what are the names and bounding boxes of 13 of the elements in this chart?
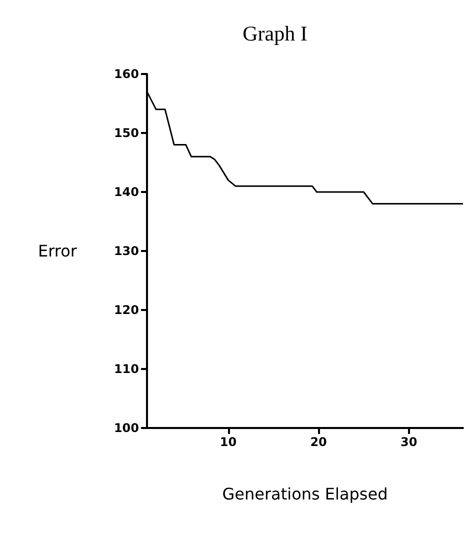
x-tick-label: 20 bbox=[310, 435, 327, 449]
x-tick-label: 30 bbox=[400, 435, 418, 449]
y-tick-label: 110 bbox=[114, 362, 139, 376]
y-tick-label: 150 bbox=[114, 126, 139, 140]
x-axis-title: Generations Elapsed bbox=[222, 484, 388, 504]
y-tick-label: 130 bbox=[114, 244, 139, 258]
y-tick-label: 100 bbox=[114, 421, 139, 435]
x-tick-label: 10 bbox=[220, 435, 237, 449]
y-tick-label: 140 bbox=[114, 185, 139, 199]
y-tick-label: 120 bbox=[114, 303, 139, 317]
y-tick-label: 160 bbox=[114, 67, 139, 81]
y-axis-title: Error bbox=[38, 242, 78, 260]
chart-title: Graph I bbox=[242, 22, 308, 46]
